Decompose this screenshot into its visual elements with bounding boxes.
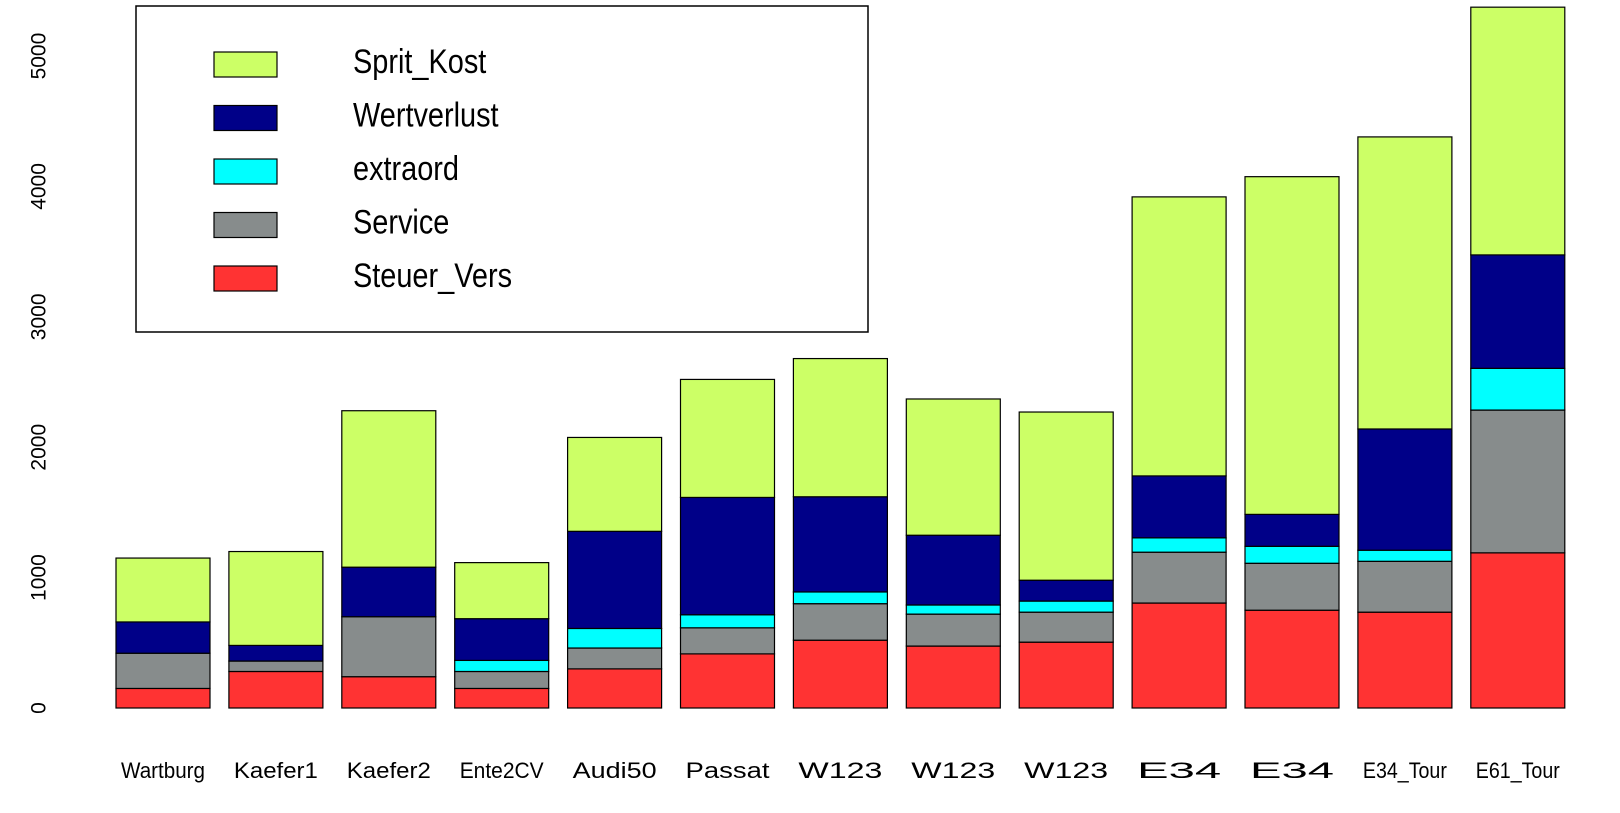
- bar-segment: [1357, 560, 1453, 613]
- bar-segment: [228, 660, 324, 673]
- x-tick-label: W123: [798, 758, 882, 783]
- x-tick-label: Kaefer1: [234, 758, 318, 783]
- bar-segment: [792, 603, 889, 641]
- bar-segment: [454, 670, 550, 690]
- bar-segment: [1244, 562, 1340, 611]
- y-tick-label: 4000: [28, 163, 51, 210]
- bar-segment: [1470, 6, 1566, 256]
- legend-swatch: [213, 104, 278, 132]
- y-tick-label: 0: [28, 702, 51, 714]
- bar-segment: [905, 645, 1001, 709]
- x-tick-label: E34: [1137, 758, 1221, 783]
- bar-segment: [905, 613, 1001, 647]
- bar-segment: [792, 591, 889, 605]
- bar-segment: [1018, 579, 1114, 602]
- bar-segment: [679, 614, 776, 629]
- bar-segment: [1018, 600, 1114, 613]
- bar-segment: [792, 357, 889, 498]
- bar-segment: [341, 676, 437, 709]
- bar-segment: [679, 653, 776, 709]
- bar-segment: [341, 616, 437, 678]
- bar-segment: [1018, 641, 1114, 709]
- x-tick-label: E34_Tour: [1363, 758, 1447, 783]
- bar-segment: [228, 550, 324, 647]
- bar-segment: [1357, 136, 1453, 430]
- bar-segment: [1357, 428, 1453, 551]
- x-tick-label: E61_Tour: [1476, 758, 1560, 783]
- bar-segment: [905, 534, 1001, 606]
- y-tick-label: 2000: [28, 424, 51, 471]
- bar-segment: [566, 668, 663, 709]
- bar-segment: [1357, 611, 1453, 709]
- bar-segment: [115, 687, 211, 709]
- bar-segment: [792, 496, 889, 593]
- y-tick-label: 5000: [28, 33, 51, 80]
- x-tick-label: Audi50: [573, 758, 657, 783]
- bar-segment: [115, 557, 211, 623]
- bar-segment: [1244, 609, 1340, 709]
- bar-segment: [566, 647, 663, 670]
- bar-segment: [1470, 254, 1566, 369]
- x-tick-label: Wartburg: [121, 758, 205, 783]
- legend-label: Sprit_Kost: [353, 42, 487, 81]
- bar-segment: [566, 627, 663, 649]
- bar-segment: [905, 604, 1001, 615]
- bar-segment: [1357, 549, 1453, 562]
- bar-segment: [679, 627, 776, 655]
- bar-segment: [341, 410, 437, 568]
- bar-segment: [1470, 409, 1566, 554]
- bar-segment: [228, 670, 324, 709]
- bar-segment: [1244, 176, 1340, 515]
- bar-segment: [454, 687, 550, 709]
- bar-segment: [115, 621, 211, 654]
- legend-box: [135, 5, 869, 333]
- bar-segment: [115, 652, 211, 690]
- bar-segment: [905, 398, 1001, 536]
- x-tick-label: Passat: [686, 758, 770, 783]
- bar-segment: [1018, 611, 1114, 643]
- bar-segment: [341, 566, 437, 618]
- bar-segment: [1131, 537, 1227, 553]
- legend-label: Steuer_Vers: [353, 256, 512, 295]
- x-tick-label: E34: [1250, 758, 1334, 783]
- bar-segment: [566, 530, 663, 630]
- bar-segment: [566, 436, 663, 532]
- legend-swatch: [213, 211, 278, 239]
- bar-segment: [1131, 475, 1227, 539]
- x-tick-label: W123: [1024, 758, 1108, 783]
- bar-segment: [679, 378, 776, 499]
- bar-segment: [454, 618, 550, 662]
- y-tick-label: 1000: [28, 554, 51, 601]
- legend-label: Wertverlust: [353, 95, 499, 134]
- legend-label: extraord: [353, 149, 459, 188]
- bar-segment: [1018, 411, 1114, 581]
- x-tick-label: Kaefer2: [347, 758, 431, 783]
- bar-segment: [1470, 367, 1566, 411]
- x-tick-label: W123: [911, 758, 995, 783]
- bar-segment: [1244, 545, 1340, 564]
- bar-segment: [792, 639, 889, 709]
- bar-segment: [1131, 602, 1227, 709]
- bar-segment: [1470, 552, 1566, 709]
- legend-swatch: [213, 158, 278, 185]
- bar-segment: [1131, 196, 1227, 477]
- bar-segment: [454, 562, 550, 620]
- bar-segment: [454, 659, 550, 673]
- legend-label: Service: [353, 202, 449, 241]
- bar-segment: [1131, 551, 1227, 604]
- bar-segment: [679, 496, 776, 616]
- legend-swatch: [213, 265, 278, 292]
- legend-swatch: [213, 51, 278, 78]
- y-tick-label: 3000: [28, 293, 51, 340]
- bar-segment: [228, 644, 324, 662]
- bar-segment: [1244, 513, 1340, 547]
- x-tick-label: Ente2CV: [460, 758, 544, 783]
